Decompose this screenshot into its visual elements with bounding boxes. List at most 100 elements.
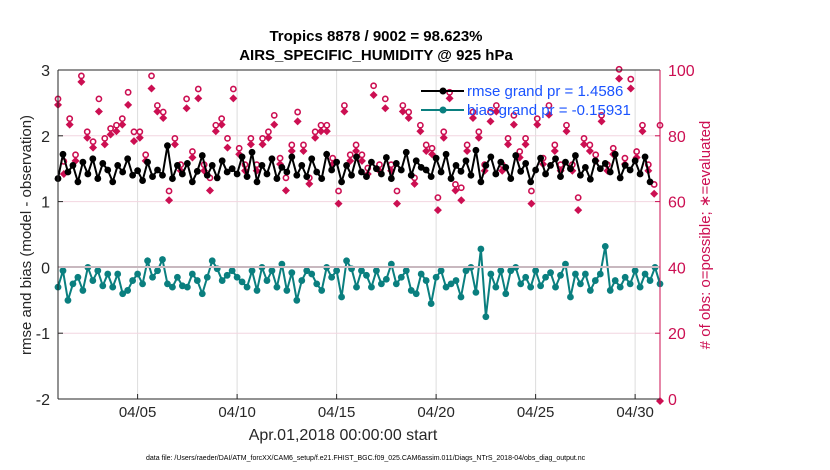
y-tick-label-left: -2 bbox=[36, 392, 50, 409]
rmse-point bbox=[562, 158, 569, 166]
obs-evaluated-point bbox=[381, 104, 390, 113]
obs-evaluated-point bbox=[550, 146, 559, 155]
rmse-point bbox=[104, 166, 112, 174]
obs-evaluated-point bbox=[170, 140, 179, 149]
bias-point bbox=[69, 280, 77, 288]
obs-evaluated-point bbox=[574, 206, 583, 215]
bias-point bbox=[94, 267, 102, 275]
obs-evaluated-point bbox=[398, 107, 407, 116]
obs-evaluated-point bbox=[492, 107, 501, 116]
rmse-point bbox=[631, 157, 639, 165]
obs-possible-point bbox=[294, 108, 302, 116]
bias-point bbox=[472, 289, 480, 296]
bias-point bbox=[298, 277, 306, 284]
rmse-series bbox=[54, 142, 654, 186]
obs-evaluated-point bbox=[217, 120, 226, 129]
bias-point bbox=[517, 280, 525, 288]
y-tick-labels-right: 0 20 40 60 80 100 bbox=[668, 63, 695, 409]
obs-evaluated-point bbox=[486, 117, 495, 126]
bias-point bbox=[119, 290, 127, 298]
obs-evaluated-point bbox=[626, 84, 635, 93]
rmse-point bbox=[397, 166, 405, 174]
rmse-point bbox=[59, 150, 67, 158]
y-tick-label-left: 3 bbox=[41, 63, 50, 80]
rmse-point bbox=[124, 155, 132, 163]
bias-point bbox=[562, 260, 569, 268]
bias-point bbox=[377, 280, 385, 288]
bias-point bbox=[631, 267, 639, 275]
rmse-point bbox=[387, 175, 395, 182]
obs-evaluated-point bbox=[264, 133, 273, 142]
rmse-point bbox=[94, 175, 102, 182]
y-tick-labels-left: -2 -1 0 1 2 3 bbox=[36, 63, 50, 409]
rmse-point bbox=[442, 150, 450, 158]
rmse-point bbox=[323, 150, 331, 158]
obs-evaluated-point bbox=[311, 133, 320, 142]
rmse-point bbox=[328, 166, 336, 174]
bias-point bbox=[193, 277, 201, 284]
obs-evaluated-point bbox=[410, 179, 419, 188]
obs-evaluated-point bbox=[357, 156, 366, 165]
bias-point bbox=[591, 277, 599, 284]
bias-point bbox=[79, 287, 87, 294]
obs-possible-point bbox=[393, 187, 401, 195]
rmse-point bbox=[363, 173, 370, 180]
bias-point bbox=[223, 271, 231, 279]
rmse-point bbox=[144, 158, 151, 166]
obs-evaluated-point bbox=[521, 140, 530, 149]
bias-point bbox=[397, 273, 405, 281]
bias-point bbox=[576, 280, 584, 288]
rmse-point bbox=[576, 171, 584, 179]
rmse-point bbox=[183, 160, 191, 167]
obs-evaluated-point bbox=[205, 186, 214, 195]
bias-series bbox=[54, 242, 664, 321]
bias-point bbox=[99, 282, 107, 290]
bias-point bbox=[164, 280, 171, 288]
bias-point bbox=[417, 270, 425, 278]
rmse-point bbox=[288, 153, 296, 161]
obs-possible-point bbox=[510, 111, 518, 119]
bias-point bbox=[288, 269, 296, 277]
bias-point bbox=[263, 277, 271, 284]
obs-evaluated-point bbox=[147, 84, 156, 93]
bias-point bbox=[293, 296, 301, 304]
rmse-point bbox=[596, 165, 604, 173]
bias-point bbox=[492, 283, 500, 291]
rmse-point bbox=[452, 162, 460, 169]
rmse-point bbox=[154, 166, 161, 174]
bias-point bbox=[188, 270, 196, 278]
rmse-point bbox=[532, 166, 540, 174]
bias-point bbox=[109, 283, 117, 291]
obs-evaluated-point bbox=[83, 133, 92, 142]
rmse-point bbox=[348, 171, 355, 179]
bias-point bbox=[174, 273, 181, 281]
rmse-point bbox=[139, 177, 146, 184]
obs-evaluated-point bbox=[322, 127, 331, 136]
rmse-point bbox=[492, 170, 500, 178]
obs-evaluated-point bbox=[293, 117, 302, 126]
bias-point bbox=[641, 270, 649, 278]
y-tick-label-left: -1 bbox=[36, 326, 50, 343]
bias-point bbox=[407, 287, 415, 294]
bias-point bbox=[129, 277, 137, 284]
rmse-point bbox=[109, 178, 117, 186]
bias-point bbox=[318, 287, 326, 294]
chart-title: Tropics 8878 / 9002 = 98.623% bbox=[269, 28, 482, 45]
rmse-point bbox=[174, 162, 181, 169]
rmse-point bbox=[377, 170, 385, 178]
obs-evaluated-point bbox=[270, 120, 279, 129]
bias-point bbox=[233, 273, 241, 281]
bias-point bbox=[333, 267, 341, 275]
axes-frame bbox=[57, 69, 661, 400]
rmse-point bbox=[417, 163, 425, 171]
bias-point bbox=[228, 267, 236, 275]
bias-point bbox=[636, 283, 644, 291]
rmse-point bbox=[213, 174, 221, 182]
bias-point bbox=[104, 270, 112, 278]
rmse-point bbox=[243, 173, 251, 180]
bias-point bbox=[527, 283, 535, 291]
rmse-point bbox=[621, 162, 629, 169]
obs-possible-point bbox=[434, 194, 442, 201]
data-file-note: data file: /Users/raeder/DAI/ATM_forcXX/… bbox=[146, 455, 586, 462]
bias-point bbox=[422, 277, 430, 284]
